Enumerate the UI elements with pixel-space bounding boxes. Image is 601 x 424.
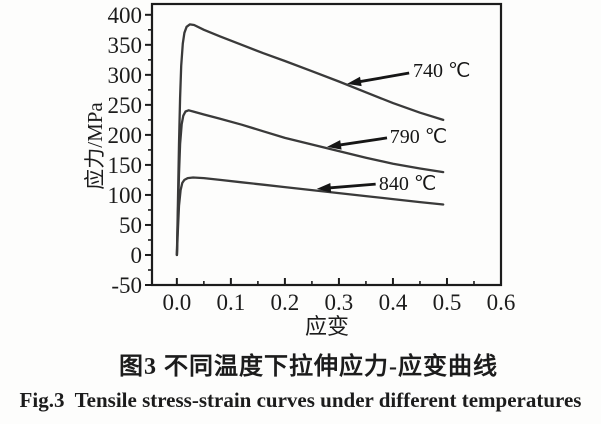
x-tick-label: 0.0: [162, 290, 191, 315]
annotation-arrowhead-790c: [327, 140, 342, 150]
x-axis-title: 应变: [305, 314, 349, 339]
annotation-label-740c: 740 ℃: [413, 60, 470, 82]
y-axis-title: 应力/MPa: [83, 102, 107, 190]
annotation-arrow-790c: [335, 136, 388, 147]
x-tick-label: 0.2: [271, 290, 300, 315]
curve-840c: [175, 176, 445, 257]
y-tick-label: 400: [108, 3, 143, 28]
annotation-label-790c: 790 ℃: [390, 126, 447, 148]
annotation-arrowhead-740c: [347, 76, 362, 87]
y-tick-label: 250: [108, 93, 143, 118]
annotation-arrowhead-840c: [316, 183, 332, 193]
y-tick-label: 0: [131, 243, 143, 268]
x-tick-label: 0.5: [433, 290, 462, 315]
y-tick-label: 100: [108, 183, 143, 208]
y-tick-label: -50: [111, 273, 142, 298]
y-tick-label: 300: [108, 63, 143, 88]
stress-strain-chart: -50 0 50 100 150 200 250 300 350 400 0.0 0.1 0.2 0.3 0…: [83, 2, 516, 339]
y-tick-label: 150: [108, 153, 143, 178]
x-tick-label: 0.6: [487, 290, 516, 315]
x-tick-label: 0.1: [217, 290, 246, 315]
y-tick-label: 350: [108, 33, 143, 58]
plot-frame: [150, 2, 503, 287]
figure-caption-english: Fig.3 Tensile stress-strain curves under…: [19, 388, 582, 412]
y-tick-label: 200: [108, 123, 143, 148]
x-tick-label: 0.4: [379, 290, 408, 315]
annotation-label-840c: 840 ℃: [379, 173, 436, 195]
curve-740c: [175, 23, 445, 257]
figure-caption-chinese: 图3 不同温度下拉伸应力-应变曲线: [119, 354, 498, 380]
annotation-arrow-740c: [355, 71, 410, 84]
curve-790c: [175, 109, 445, 257]
y-tick-label: 50: [119, 213, 142, 238]
x-tick-label: 0.3: [325, 290, 354, 315]
annotation-arrow-840c: [325, 182, 376, 190]
